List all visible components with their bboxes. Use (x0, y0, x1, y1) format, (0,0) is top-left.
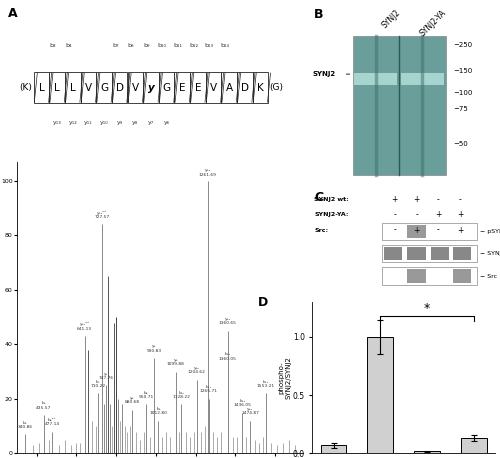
Text: y₇: y₇ (148, 120, 154, 125)
FancyBboxPatch shape (128, 72, 143, 103)
Bar (414, 451, 440, 453)
Text: V: V (210, 82, 217, 93)
Text: +: + (435, 211, 442, 219)
Text: +: + (392, 196, 398, 204)
Text: SYNJ2: SYNJ2 (380, 8, 402, 30)
Text: -: - (437, 226, 440, 234)
Text: (G): (G) (269, 83, 283, 92)
Text: b₁₀: b₁₀ (158, 44, 167, 49)
Text: +: + (414, 226, 420, 234)
FancyBboxPatch shape (65, 72, 80, 103)
Bar (408, 269, 426, 283)
FancyBboxPatch shape (159, 72, 174, 103)
Text: B: B (314, 8, 324, 21)
Text: − pSYNJ2: − pSYNJ2 (480, 229, 500, 234)
FancyBboxPatch shape (174, 72, 190, 103)
Text: A: A (8, 7, 18, 20)
Bar (401, 73, 444, 85)
Bar (352, 36, 446, 175)
Bar (382, 267, 476, 284)
Bar (354, 73, 398, 85)
Text: y₁₃: y₁₃ (52, 120, 62, 125)
Text: E: E (179, 82, 186, 93)
FancyBboxPatch shape (96, 72, 112, 103)
Text: −50: −50 (453, 141, 468, 147)
Text: G: G (100, 82, 108, 93)
Text: y₉: y₉ (116, 120, 123, 125)
Text: SYNJ2: SYNJ2 (312, 71, 336, 77)
Text: +: + (457, 211, 464, 219)
Text: y₁₂: y₁₂ (68, 120, 77, 125)
Bar (408, 247, 426, 261)
Text: − Src: − Src (480, 273, 498, 278)
Text: -: - (437, 196, 440, 204)
FancyBboxPatch shape (34, 72, 49, 103)
Text: D: D (116, 82, 124, 93)
Text: *: * (424, 302, 430, 315)
Text: K: K (257, 82, 264, 93)
Text: y₁₁: y₁₁ (84, 120, 93, 125)
Text: y₈: y₈ (132, 120, 138, 125)
Text: b₃: b₃ (50, 44, 56, 49)
Bar (320, 445, 346, 453)
Text: D: D (241, 82, 249, 93)
Text: C: C (314, 191, 324, 204)
Bar (384, 247, 402, 261)
Bar (382, 223, 476, 240)
Text: b₁₃: b₁₃ (204, 44, 214, 49)
Text: (K): (K) (20, 83, 32, 92)
Text: b₁₄: b₁₄ (220, 44, 230, 49)
Text: y₆: y₆ (164, 120, 170, 125)
FancyBboxPatch shape (112, 72, 128, 103)
Text: -: - (415, 211, 418, 219)
Text: −100: −100 (453, 90, 472, 96)
Text: −150: −150 (453, 68, 472, 74)
Text: G: G (162, 82, 170, 93)
Bar (461, 438, 486, 453)
Text: L: L (38, 82, 44, 93)
Text: V: V (85, 82, 92, 93)
Text: +: + (457, 226, 464, 234)
Text: b₄: b₄ (65, 44, 71, 49)
Text: SYNJ2 wt:: SYNJ2 wt: (314, 197, 349, 202)
Text: -: - (393, 211, 396, 219)
Text: − SYNJ2: − SYNJ2 (480, 251, 500, 256)
Bar (431, 247, 450, 261)
Text: SYNJ2-YA: SYNJ2-YA (418, 8, 448, 38)
Text: −250: −250 (453, 42, 472, 48)
Text: V: V (132, 82, 139, 93)
Text: b₈: b₈ (128, 44, 134, 49)
Text: -: - (459, 196, 462, 204)
FancyBboxPatch shape (222, 72, 237, 103)
Text: SYNJ2-YA:: SYNJ2-YA: (314, 213, 349, 218)
Text: +: + (414, 196, 420, 204)
Text: A: A (226, 82, 232, 93)
FancyBboxPatch shape (252, 72, 268, 103)
FancyBboxPatch shape (50, 72, 65, 103)
FancyBboxPatch shape (143, 72, 158, 103)
Text: L: L (70, 82, 75, 93)
FancyBboxPatch shape (237, 72, 252, 103)
Bar (408, 225, 426, 238)
Text: -: - (393, 226, 396, 234)
Bar (382, 245, 476, 262)
Text: y₁₀: y₁₀ (100, 120, 108, 125)
FancyBboxPatch shape (206, 72, 221, 103)
Text: b₇: b₇ (112, 44, 118, 49)
Text: L: L (54, 82, 60, 93)
Text: b₁₂: b₁₂ (189, 44, 198, 49)
Text: b₁₁: b₁₁ (174, 44, 182, 49)
Text: b₉: b₉ (144, 44, 150, 49)
Text: −75: −75 (453, 106, 468, 112)
Text: Src:: Src: (314, 228, 328, 233)
Bar (368, 337, 393, 453)
Text: D: D (258, 296, 268, 309)
Bar (453, 247, 471, 261)
Bar (453, 269, 471, 283)
FancyBboxPatch shape (190, 72, 206, 103)
FancyBboxPatch shape (80, 72, 96, 103)
Text: E: E (194, 82, 201, 93)
Y-axis label: phospho-
SYNJ2/SYNJ2: phospho- SYNJ2/SYNJ2 (278, 356, 291, 399)
Text: y: y (148, 82, 154, 93)
